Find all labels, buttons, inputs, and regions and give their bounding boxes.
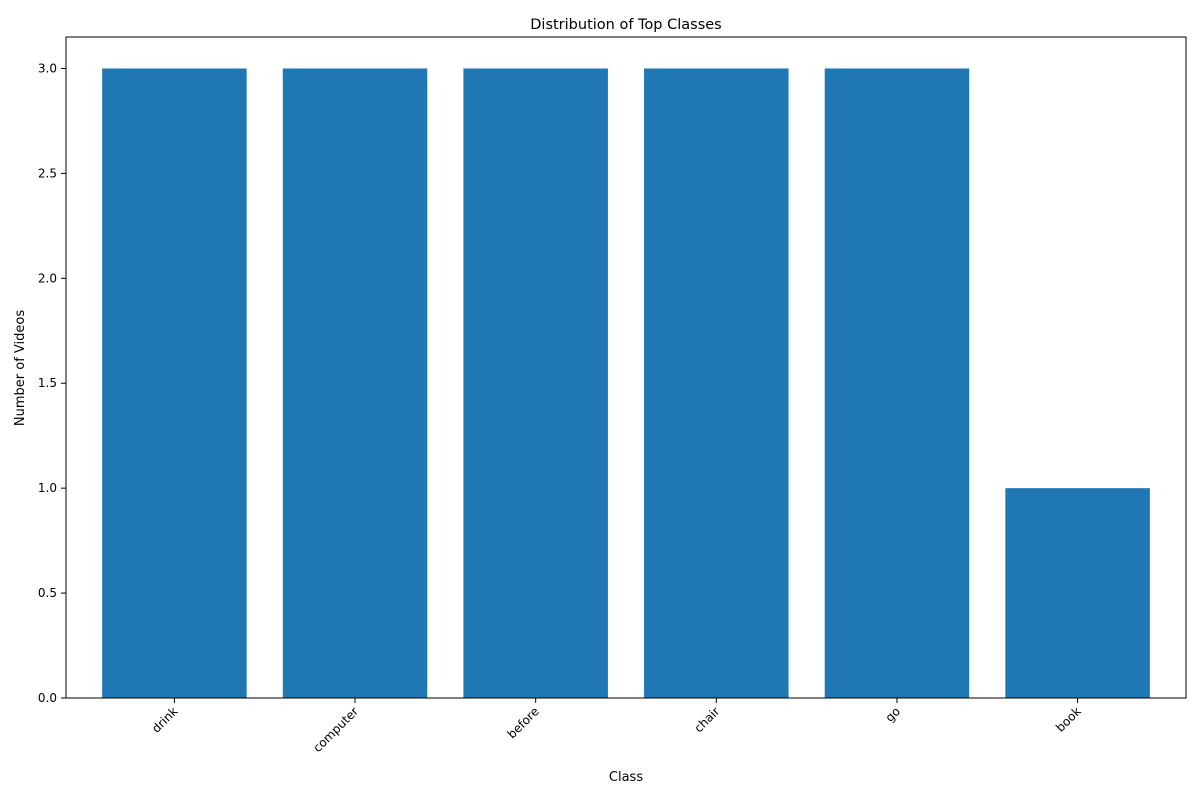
y-tick-label: 1.5	[38, 376, 57, 390]
chart-title: Distribution of Top Classes	[530, 17, 722, 33]
x-tick-label-chair: chair	[691, 704, 722, 735]
bar-before	[463, 68, 608, 698]
bar-go	[824, 68, 970, 698]
x-tick-label-computer: computer	[310, 704, 361, 755]
x-tick-label-drink: drink	[149, 704, 180, 735]
bars-group	[102, 68, 1150, 698]
bar-book	[1005, 488, 1150, 698]
y-tick-label: 2.5	[38, 166, 57, 180]
y-tick-label: 3.0	[38, 61, 57, 75]
x-tick-label-before: before	[505, 704, 542, 741]
bar-computer	[282, 68, 428, 698]
x-axis: drink computer before chair go book	[149, 698, 1084, 755]
y-axis-title: Number of Videos	[13, 310, 28, 426]
bar-drink	[102, 68, 247, 698]
y-tick-label: 1.0	[38, 481, 57, 495]
x-tick-label-book: book	[1053, 704, 1084, 735]
y-tick-label: 2.0	[38, 271, 57, 285]
plot-frame	[65, 36, 1187, 699]
x-tick-label-go: go	[883, 704, 903, 724]
y-tick-label: 0.5	[38, 586, 57, 600]
y-axis: 0.0 0.5 1.0 1.5 2.0 2.5 3.0	[38, 61, 66, 705]
bar-chair	[644, 68, 789, 698]
y-tick-label: 0.0	[38, 691, 57, 705]
x-axis-title: Class	[609, 770, 643, 785]
